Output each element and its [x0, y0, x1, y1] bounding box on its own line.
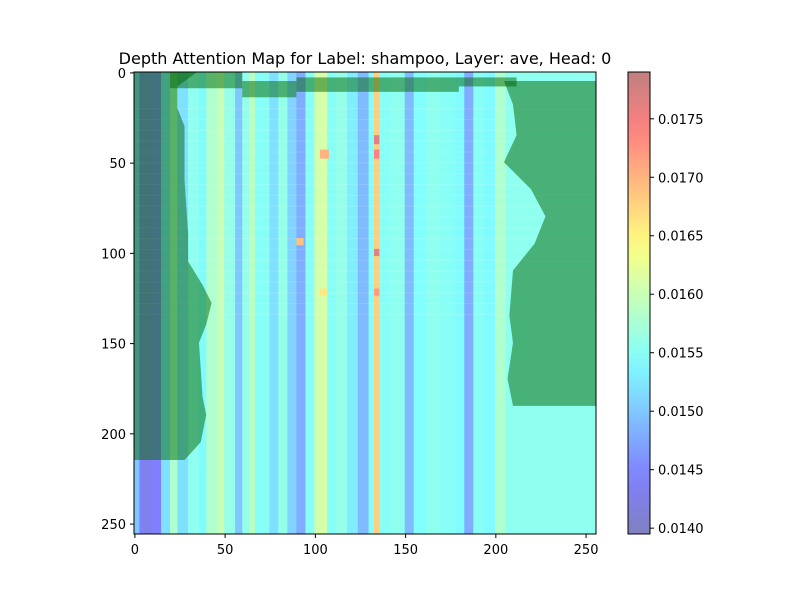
heatmap-row-line: [134, 303, 596, 305]
y-tick-label: 100: [101, 247, 126, 262]
heatmap-row-line: [134, 216, 596, 218]
heatmap-column: [426, 72, 442, 534]
heatmap-column: [440, 72, 456, 534]
heatmap-column: [242, 72, 250, 534]
heatmap-column: [296, 72, 306, 534]
heatmap-column: [314, 72, 328, 534]
heatmap-row-line: [134, 205, 596, 207]
y-tick-label: 250: [101, 518, 126, 533]
y-axis: 0 50 100 150 200 250: [101, 67, 134, 533]
heatmap-column: [346, 72, 359, 534]
heatmap-column: [390, 72, 406, 534]
heatmap-row-line: [134, 108, 596, 110]
overlay-top-band: [296, 77, 459, 92]
heatmap-column: [379, 72, 391, 534]
heatmap-column: [235, 72, 243, 534]
heatmap-column: [249, 72, 256, 534]
colorbar-tick-label: 0.0170: [658, 171, 704, 186]
y-tick-label: 50: [109, 157, 126, 172]
heatmap-hot-cell: [319, 149, 329, 159]
x-tick-label: 100: [303, 543, 328, 558]
heatmap-column: [494, 72, 507, 534]
y-tick-label: 200: [101, 428, 126, 443]
heatmap-column: [217, 72, 225, 534]
heatmap-column: [336, 72, 348, 534]
colorbar-tick-label: 0.0145: [658, 464, 704, 479]
heatmap-column: [287, 72, 297, 534]
heatmap-column: [269, 72, 279, 534]
colorbar-gradient: [627, 71, 651, 535]
heatmap-column: [484, 72, 496, 534]
colorbar-tick-label: 0.0155: [658, 347, 704, 362]
x-axis: 0 50 100 150 200 250: [131, 534, 599, 558]
chart-title: Depth Attention Map for Label: shampoo, …: [119, 49, 612, 68]
overlay-right-region: [503, 81, 596, 406]
heatmap-hot-cell: [374, 149, 380, 159]
x-tick-label: 50: [217, 543, 234, 558]
overlay-top-band: [458, 77, 517, 87]
x-tick-label: 250: [574, 543, 599, 558]
heatmap-hot-cell: [296, 238, 304, 246]
heatmap-hot-cell: [374, 135, 380, 145]
overlay-left-region: [134, 72, 212, 461]
heatmap-row-line: [134, 248, 596, 251]
heatmap-row-line: [134, 227, 596, 229]
heatmap-column: [368, 72, 375, 534]
heatmap-column: [206, 72, 218, 534]
heatmap-column: [473, 72, 485, 534]
overlay-top-band: [170, 72, 243, 89]
heatmap-row-line: [134, 151, 596, 153]
colorbar-tick-label: 0.0150: [658, 405, 704, 420]
heatmap-hot-cell: [374, 288, 380, 296]
overlay-top-band: [242, 81, 297, 98]
heatmap-column: [254, 72, 270, 534]
heatmap-row-line: [134, 313, 596, 316]
heatmap-row-line: [134, 259, 596, 261]
heatmap-column: [374, 72, 380, 534]
heatmap-hot-cell: [374, 248, 380, 257]
colorbar-tick-label: 0.0160: [658, 288, 704, 303]
heatmap-column: [413, 72, 427, 534]
heatmap-row-line: [134, 281, 596, 283]
x-tick-label: 200: [483, 543, 508, 558]
heatmap-column: [327, 72, 337, 534]
heatmap-row-line: [134, 238, 596, 240]
colorbar-tick-label: 0.0140: [658, 522, 704, 537]
heatmap-column: [278, 72, 288, 534]
heatmap-plot-area: [133, 71, 597, 535]
colorbar-tick-label: 0.0175: [658, 113, 704, 128]
heatmap-column: [464, 72, 474, 534]
heatmap-hot-cell: [319, 288, 328, 296]
background-mask-overlay: [134, 72, 596, 461]
heatmap-column: [455, 72, 465, 534]
colorbar-tick-label: 0.0165: [658, 230, 704, 245]
y-tick-label: 150: [101, 338, 126, 353]
heatmap-row-line: [134, 173, 596, 175]
heatmap-column: [357, 72, 369, 534]
heatmap-row-line: [134, 270, 596, 272]
heatmap-row-line: [134, 118, 596, 121]
heatmap-row-line: [134, 183, 596, 186]
heatmap-column: [305, 72, 315, 534]
heatmap-row-line: [134, 140, 596, 142]
x-tick-label: 150: [393, 543, 418, 558]
heatmap-row-line: [134, 292, 596, 294]
colorbar: 0.0140 0.0145 0.0150 0.0155 0.0160 0.0165 0.01…: [627, 71, 704, 537]
colorbar-ticks: 0.0140 0.0145 0.0150 0.0155 0.0160 0.0165 0.01…: [650, 113, 704, 537]
plot-frame: [133, 71, 597, 535]
heatmap-column: [404, 72, 415, 534]
heatmap-column: [224, 72, 236, 534]
heatmap-row-line: [134, 194, 596, 196]
heatmap-row-line: [134, 162, 596, 164]
heatmap-row-line: [134, 129, 596, 131]
y-tick-label: 0: [118, 67, 126, 82]
x-tick-label: 0: [131, 543, 139, 558]
